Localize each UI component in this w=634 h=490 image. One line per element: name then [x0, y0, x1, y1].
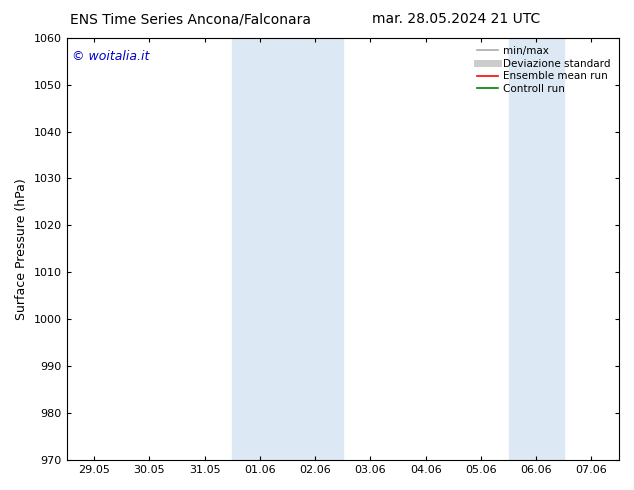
- Text: ENS Time Series Ancona/Falconara: ENS Time Series Ancona/Falconara: [70, 12, 311, 26]
- Text: © woitalia.it: © woitalia.it: [72, 50, 150, 63]
- Bar: [508, 38, 564, 460]
- Legend: min/max, Deviazione standard, Ensemble mean run, Controll run: min/max, Deviazione standard, Ensemble m…: [474, 43, 614, 97]
- Text: mar. 28.05.2024 21 UTC: mar. 28.05.2024 21 UTC: [372, 12, 541, 26]
- Bar: [232, 38, 343, 460]
- Y-axis label: Surface Pressure (hPa): Surface Pressure (hPa): [15, 178, 28, 320]
